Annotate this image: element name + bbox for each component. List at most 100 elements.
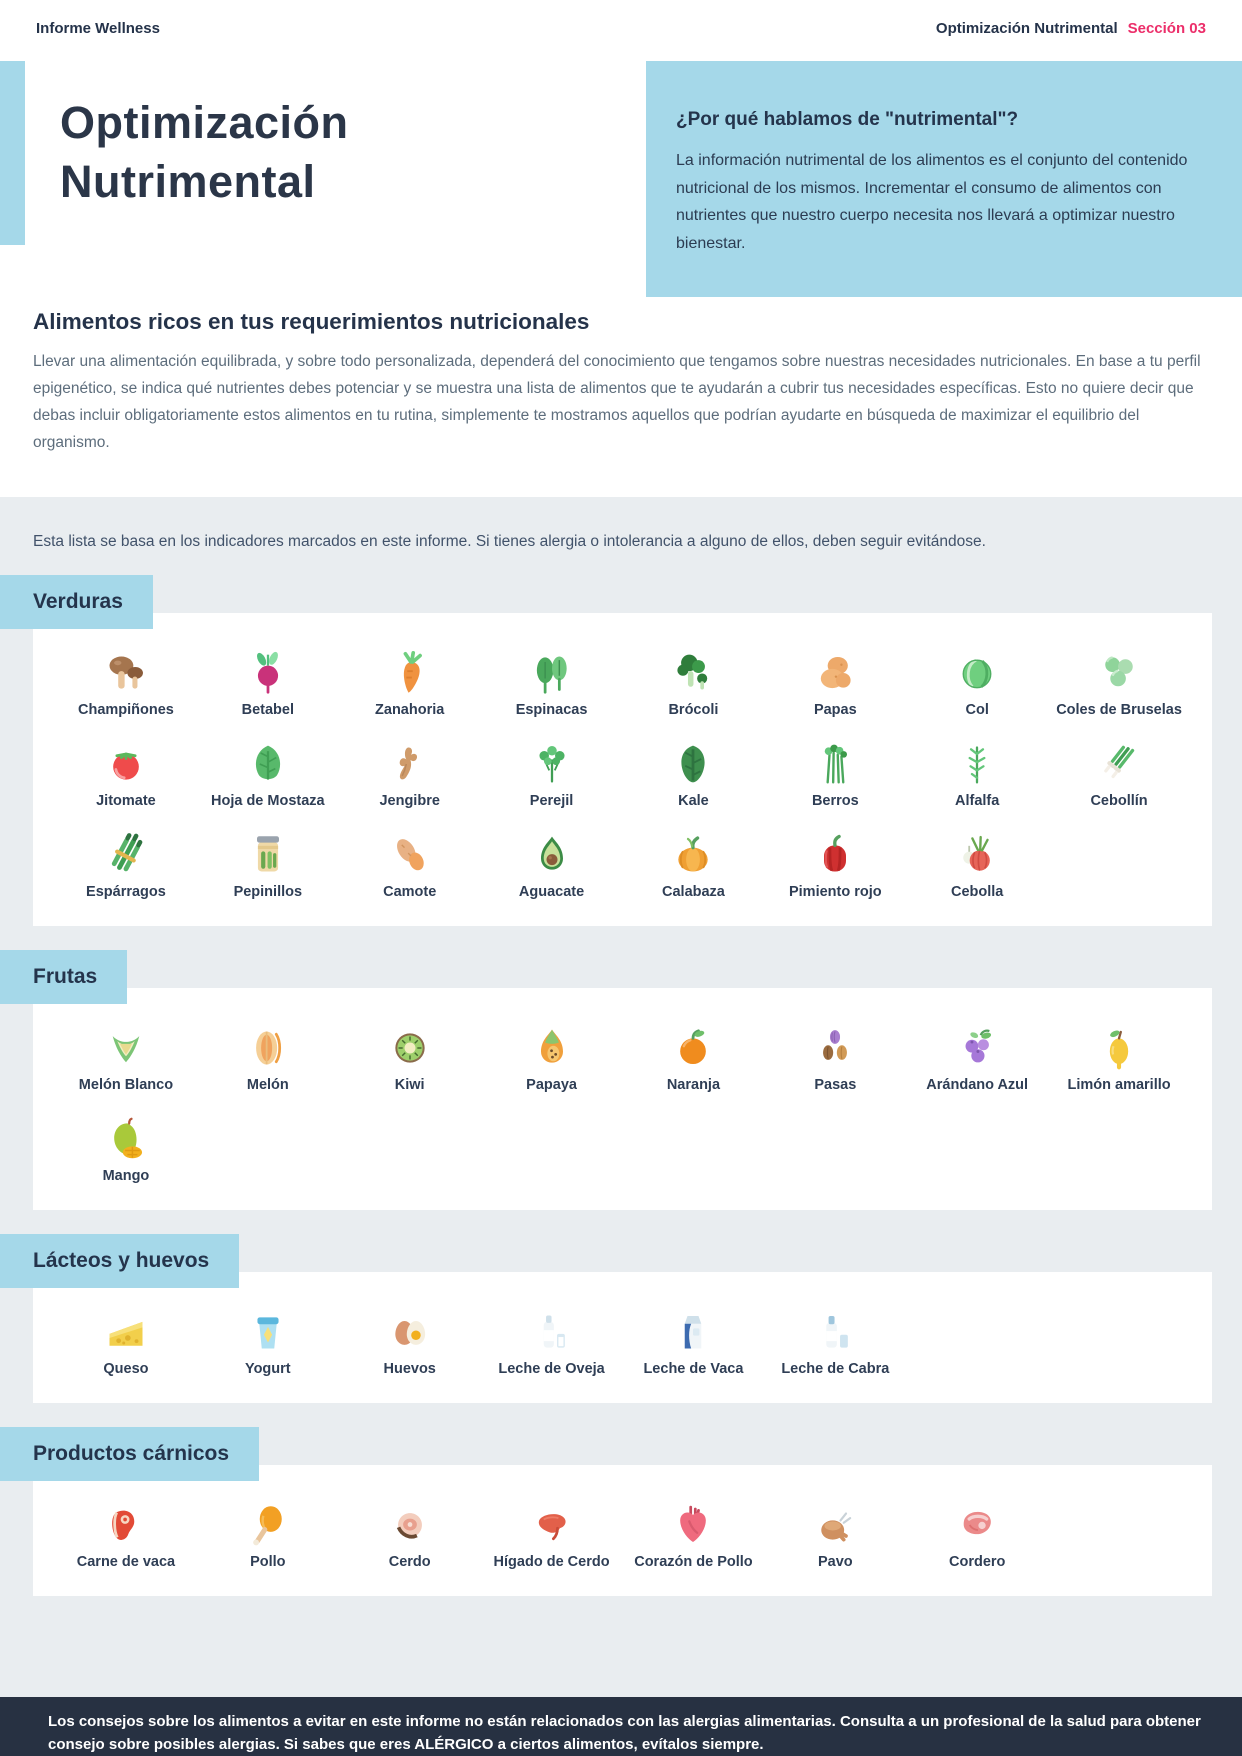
food-item: Huevos xyxy=(339,1310,481,1377)
food-item: Mango xyxy=(55,1117,197,1184)
food-item: Camote xyxy=(339,833,481,900)
cow-milk-icon xyxy=(671,1310,715,1354)
food-item-label: Champiñones xyxy=(78,701,174,718)
alfalfa-icon xyxy=(955,742,999,786)
food-section: Frutas Melón Blanco Melón Kiwi Papaya Naranja… xyxy=(0,949,1242,1210)
food-item-label: Hoja de Mostaza xyxy=(211,792,325,809)
food-item-label: Jengibre xyxy=(379,792,440,809)
kale-icon xyxy=(671,742,715,786)
yogurt-icon xyxy=(246,1310,290,1354)
section-label: Frutas xyxy=(0,949,128,1004)
food-section: Lácteos y huevos Queso Yogurt Huevos Leche d… xyxy=(0,1233,1242,1403)
food-item: Betabel xyxy=(197,651,339,718)
food-item: Cordero xyxy=(906,1503,1048,1570)
food-item: Melón Blanco xyxy=(55,1026,197,1093)
food-item-label: Pavo xyxy=(817,1553,853,1570)
eggs-icon xyxy=(388,1310,432,1354)
section-card: Queso Yogurt Huevos Leche de Oveja Leche de … xyxy=(33,1271,1212,1403)
avocado-icon xyxy=(530,833,574,877)
info-box-body: La información nutrimental de los alimen… xyxy=(676,152,1188,252)
food-item: Melón xyxy=(197,1026,339,1093)
food-item-label: Carne de vaca xyxy=(76,1553,176,1570)
food-item: Zanahoria xyxy=(339,650,481,718)
beet-icon xyxy=(246,651,290,695)
food-item: Pasas xyxy=(764,1026,906,1093)
food-item: Leche de Oveja xyxy=(481,1310,623,1377)
chicken-icon xyxy=(246,1503,290,1547)
food-item: Perejil xyxy=(481,742,623,809)
food-item: Arándano Azul xyxy=(906,1026,1048,1093)
food-item: Corazón de Pollo xyxy=(623,1503,765,1570)
food-sections: Verduras Champiñones Betabel Zanahoria Espin… xyxy=(0,574,1242,1596)
page-header: Informe Wellness Optimización Nutrimenta… xyxy=(0,0,1242,37)
broccoli-icon xyxy=(671,651,715,695)
food-item-label: Naranja xyxy=(666,1076,721,1093)
food-item: Cerdo xyxy=(339,1503,481,1570)
cabbage-icon xyxy=(955,651,999,695)
beef-icon xyxy=(104,1503,148,1547)
food-item-label: Papas xyxy=(813,701,857,718)
mustard-leaf-icon xyxy=(246,742,290,786)
food-item-label: Huevos xyxy=(383,1360,436,1377)
food-item: Berros xyxy=(764,742,906,809)
food-item-label: Limón amarillo xyxy=(1067,1076,1171,1093)
footer-text: Los consejos sobre los alimentos a evita… xyxy=(48,1713,1201,1754)
section-label: Verduras xyxy=(0,574,153,629)
food-item-label: Kale xyxy=(678,792,709,809)
intro-heading: Alimentos ricos en tus requerimientos nu… xyxy=(33,309,590,334)
ginger-icon xyxy=(388,742,432,786)
food-item-label: Pasas xyxy=(814,1076,857,1093)
food-item-label: Cordero xyxy=(948,1553,1006,1570)
food-item-label: Leche de Oveja xyxy=(498,1360,605,1377)
food-item: Papaya xyxy=(481,1026,623,1093)
asparagus-icon xyxy=(104,832,148,877)
food-item-label: Betabel xyxy=(241,701,294,718)
food-item-label: Kiwi xyxy=(394,1076,425,1093)
red-pepper-icon xyxy=(813,833,857,877)
food-item-label: Pollo xyxy=(250,1553,286,1570)
intro-body: Llevar una alimentación equilibrada, y s… xyxy=(33,353,1201,451)
section-label: Lácteos y huevos xyxy=(0,1233,240,1288)
food-section: Verduras Champiñones Betabel Zanahoria Espin… xyxy=(0,574,1242,926)
food-item-label: Mango xyxy=(102,1167,150,1184)
pumpkin-icon xyxy=(671,833,715,877)
food-item: Coles de Bruselas xyxy=(1048,651,1190,718)
kiwi-icon xyxy=(388,1026,432,1070)
mushroom-icon xyxy=(104,651,148,695)
food-item: Pollo xyxy=(197,1503,339,1570)
sweet-potato-icon xyxy=(388,833,432,877)
intro-section: Alimentos ricos en tus requerimientos nu… xyxy=(0,297,1242,457)
pork-liver-icon xyxy=(530,1503,574,1547)
food-item: Cebolla xyxy=(906,833,1048,900)
turkey-icon xyxy=(813,1503,857,1547)
food-item-label: Melón xyxy=(246,1076,289,1093)
header-section-title: Optimización Nutrimental xyxy=(935,20,1118,37)
food-section: Productos cárnicos Carne de vaca Pollo Cerd… xyxy=(0,1426,1242,1596)
orange-icon xyxy=(671,1026,715,1070)
section-card: Champiñones Betabel Zanahoria Espinacas Bróc… xyxy=(33,612,1212,926)
parsley-icon xyxy=(530,742,574,786)
food-item: Aguacate xyxy=(481,833,623,900)
food-item-label: Leche de Cabra xyxy=(781,1360,890,1377)
food-item: Kale xyxy=(623,742,765,809)
food-item: Pavo xyxy=(764,1503,906,1570)
food-item: Jitomate xyxy=(55,742,197,809)
report-name: Informe Wellness xyxy=(36,20,160,37)
spinach-icon xyxy=(530,651,574,695)
food-item: Papas xyxy=(764,651,906,718)
food-item: Brócoli xyxy=(623,651,765,718)
food-item-label: Espinacas xyxy=(515,701,588,718)
food-item: Leche de Vaca xyxy=(623,1310,765,1377)
blueberry-icon xyxy=(955,1026,999,1070)
section-card: Carne de vaca Pollo Cerdo Hígado de Cerdo Co… xyxy=(33,1464,1212,1596)
food-item: Leche de Cabra xyxy=(764,1310,906,1377)
food-item: Naranja xyxy=(623,1026,765,1093)
food-item-label: Calabaza xyxy=(662,883,725,900)
food-item-label: Yogurt xyxy=(244,1360,291,1377)
brussels-sprouts-icon xyxy=(1097,651,1141,695)
food-item-label: Pimiento rojo xyxy=(788,883,882,900)
sheep-milk-icon xyxy=(530,1310,574,1354)
section-badge: Sección 03 xyxy=(1127,20,1206,37)
food-item: Calabaza xyxy=(623,833,765,900)
